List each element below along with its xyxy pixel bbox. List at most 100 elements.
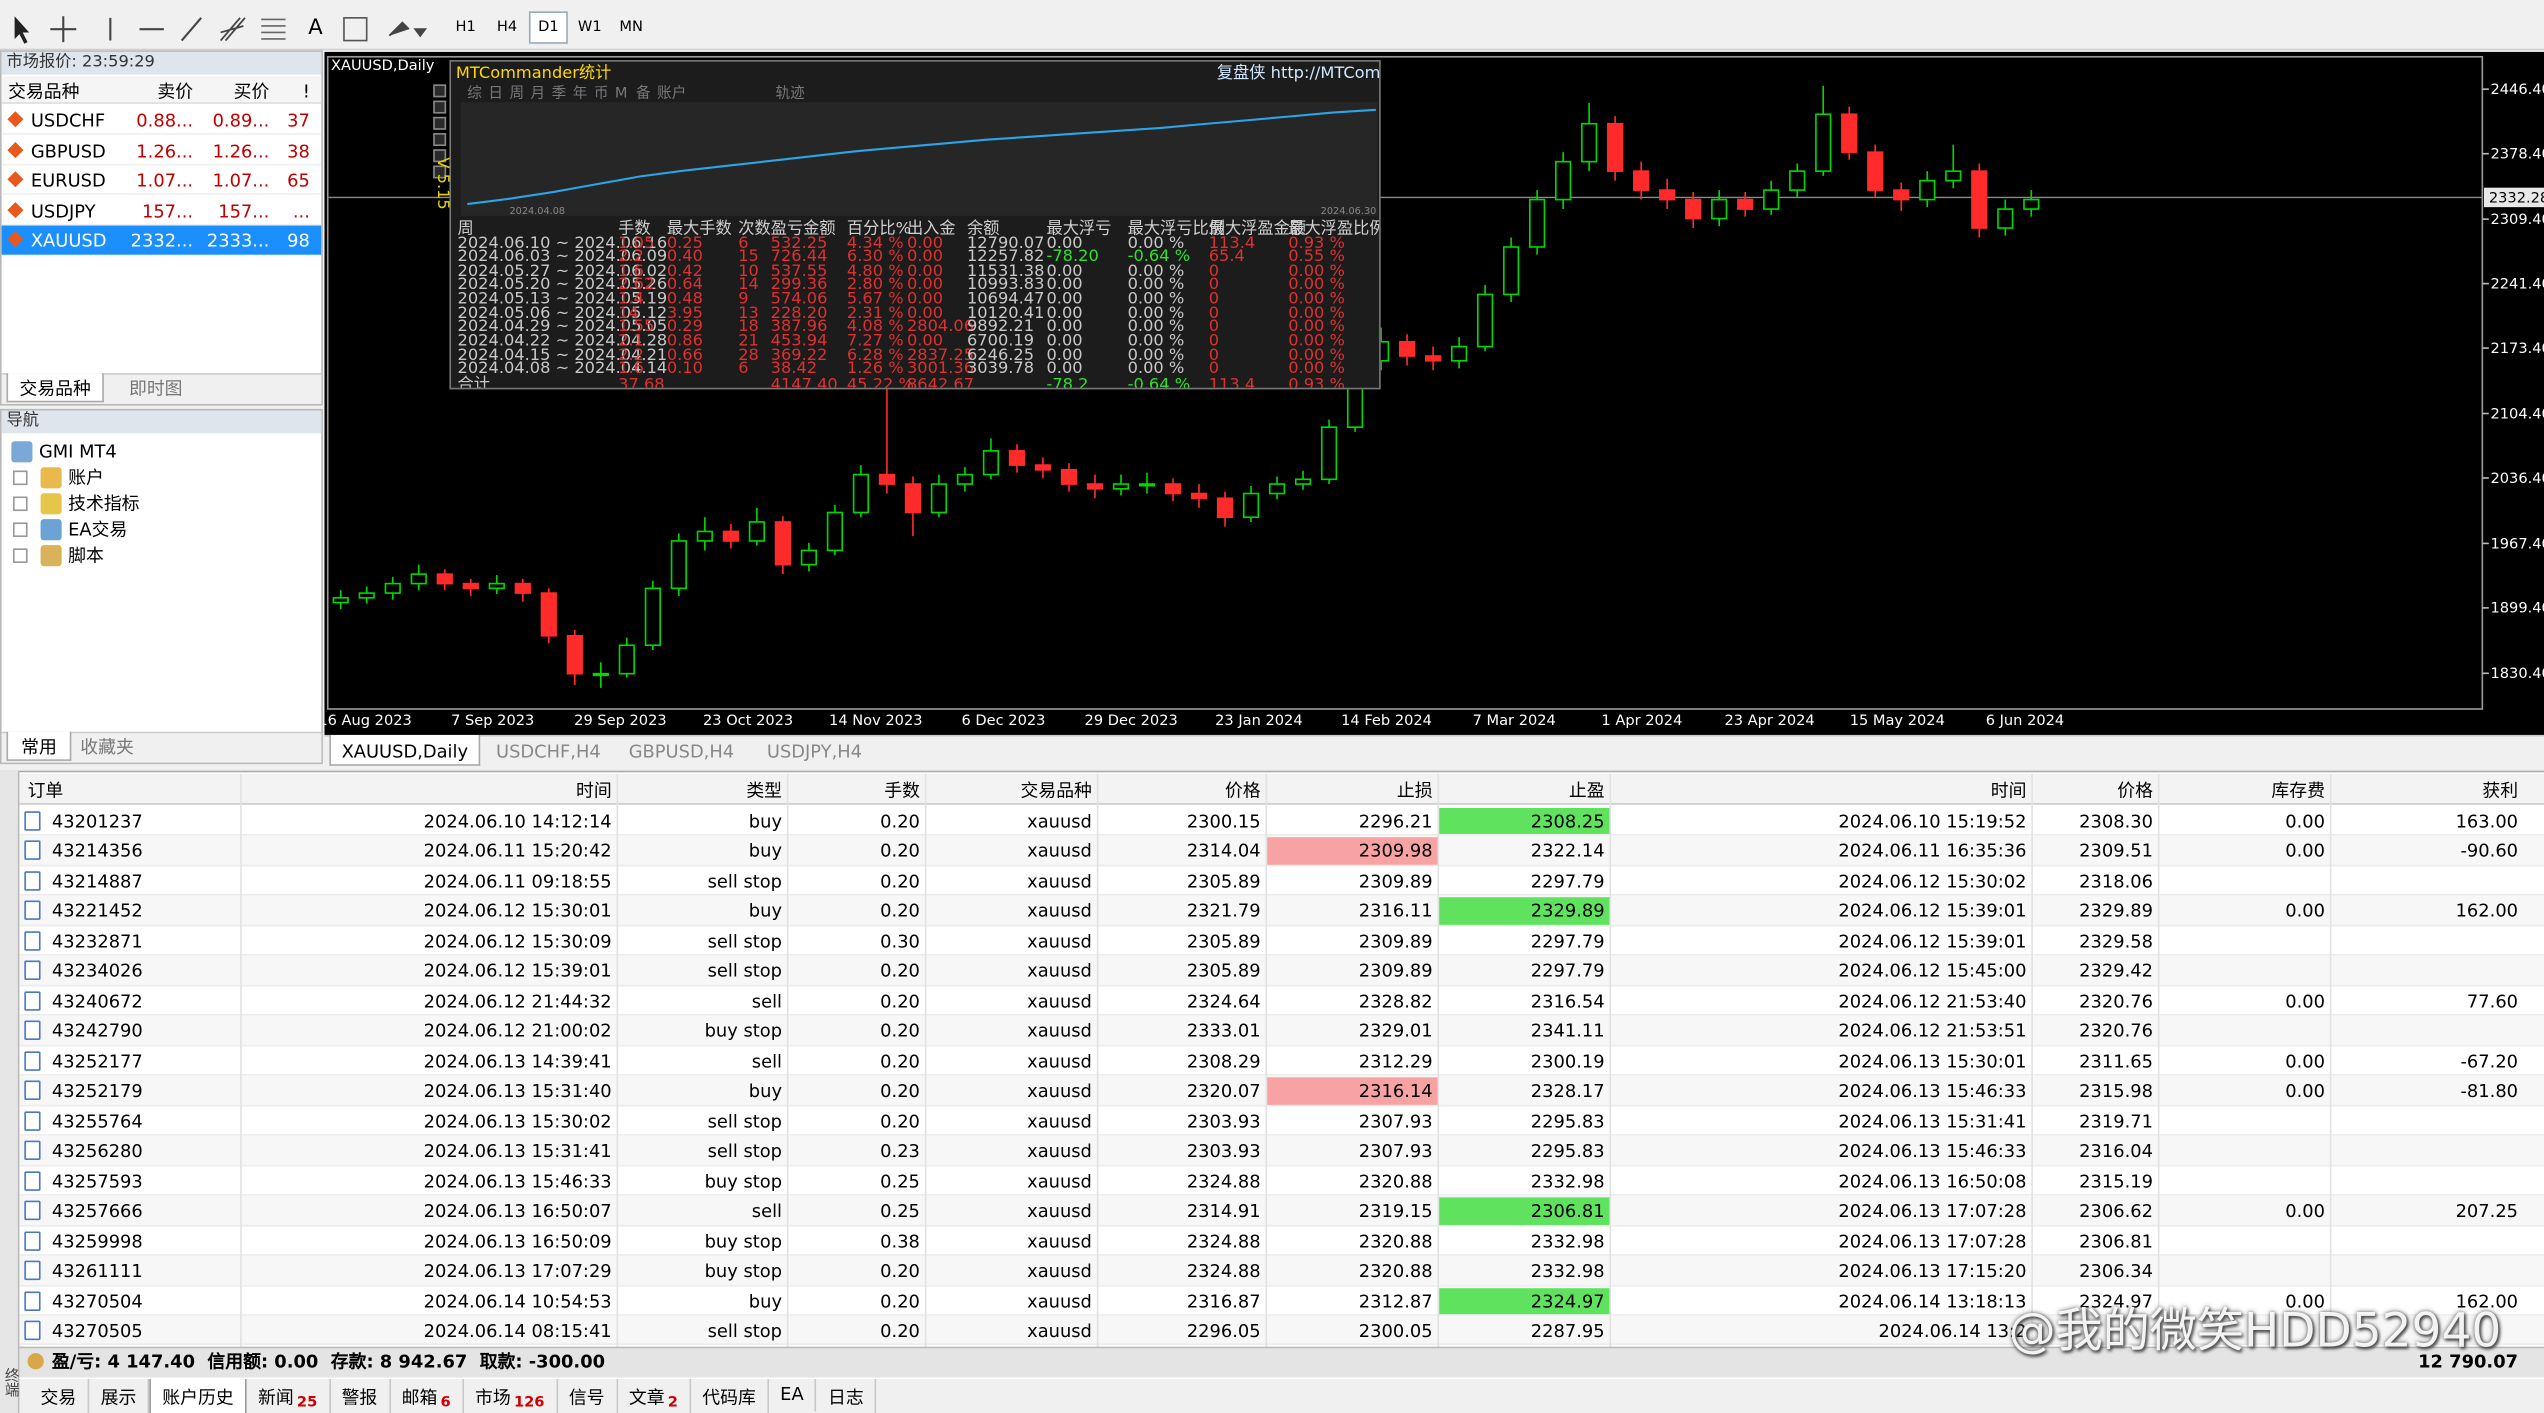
navigator-item[interactable]: 脚本 bbox=[68, 545, 104, 567]
terminal-tab[interactable]: 展示 bbox=[89, 1379, 150, 1413]
terminal-tab[interactable]: 交易 bbox=[29, 1379, 90, 1413]
terminal-tab[interactable]: 账户历史 bbox=[149, 1379, 247, 1413]
timeframe-label[interactable]: W1 bbox=[577, 19, 602, 36]
terminal-tab-label[interactable]: 信号 bbox=[568, 1387, 605, 1409]
terminal-tab[interactable]: 邮箱 6 bbox=[390, 1379, 464, 1413]
navigator-item[interactable]: EA交易 bbox=[68, 519, 128, 541]
orders-column[interactable]: 时间 bbox=[1990, 780, 2027, 802]
chart-tab[interactable] bbox=[329, 734, 481, 766]
close-icon[interactable] bbox=[299, 54, 315, 70]
terminal-tab-label[interactable]: 日志 bbox=[828, 1387, 864, 1409]
terminal-tab-label[interactable]: 新闻 bbox=[257, 1387, 294, 1409]
expand-box[interactable] bbox=[12, 470, 28, 486]
commander-checkbox[interactable] bbox=[433, 149, 447, 163]
terminal-tab-label[interactable]: 展示 bbox=[100, 1387, 137, 1409]
market-watch-tab[interactable] bbox=[6, 373, 104, 403]
timeframe-label[interactable]: D1 bbox=[538, 19, 559, 36]
market-row[interactable] bbox=[1, 196, 322, 225]
order-row[interactable] bbox=[19, 1135, 2544, 1166]
commander-tab[interactable]: M bbox=[614, 85, 628, 103]
commander-tab[interactable]: 周 bbox=[509, 85, 525, 103]
chart-tab-label[interactable]: USDCHF,H4 bbox=[496, 741, 601, 763]
navigator-item[interactable]: 账户 bbox=[68, 467, 104, 489]
order-row[interactable] bbox=[19, 1226, 2544, 1256]
navigator-item[interactable]: 技术指标 bbox=[68, 493, 140, 515]
channel-icon[interactable] bbox=[219, 17, 246, 42]
fibo-icon[interactable] bbox=[261, 18, 286, 40]
terminal-tab[interactable]: 新闻 25 bbox=[247, 1379, 331, 1413]
order-row[interactable] bbox=[19, 1315, 2544, 1346]
market-row[interactable] bbox=[1, 105, 322, 135]
terminal-tab-label[interactable]: 交易 bbox=[40, 1387, 77, 1409]
orders-column[interactable]: 时间 bbox=[575, 780, 612, 802]
terminal-tab-label[interactable]: 警报 bbox=[341, 1387, 378, 1409]
order-row[interactable] bbox=[19, 1016, 2544, 1047]
market-row[interactable] bbox=[1, 135, 322, 165]
orders-column[interactable]: 类型 bbox=[746, 780, 783, 802]
commander-tab[interactable]: 月 bbox=[530, 85, 546, 103]
arrows-icon[interactable] bbox=[388, 21, 428, 38]
commander-tab[interactable]: 备 bbox=[636, 85, 651, 103]
label-icon[interactable] bbox=[343, 17, 368, 42]
order-row[interactable] bbox=[19, 806, 2544, 837]
cursor-icon[interactable] bbox=[14, 16, 30, 44]
orders-column[interactable]: 止盈 bbox=[1568, 780, 1605, 802]
terminal-tab[interactable]: 文章 2 bbox=[617, 1379, 691, 1413]
commander-checkbox[interactable] bbox=[433, 133, 447, 147]
terminal-tab-label[interactable]: 账户历史 bbox=[162, 1387, 234, 1409]
market-watch-tab-label[interactable]: 即时图 bbox=[128, 378, 183, 400]
text-tool[interactable]: A bbox=[308, 16, 323, 41]
expand-box[interactable] bbox=[12, 548, 28, 563]
orders-column[interactable]: 止损 bbox=[1396, 780, 1433, 802]
terminal-tab[interactable]: 信号 bbox=[557, 1379, 618, 1413]
timeframe-label[interactable]: H4 bbox=[496, 19, 518, 36]
terminal-tab-label[interactable]: EA bbox=[780, 1383, 804, 1406]
terminal-tab-label[interactable]: 代码库 bbox=[702, 1387, 756, 1409]
order-row[interactable] bbox=[19, 1166, 2544, 1196]
order-row[interactable] bbox=[19, 1286, 2544, 1316]
orders-column[interactable]: 库存费 bbox=[2271, 780, 2325, 802]
chart-tab-label[interactable]: USDJPY,H4 bbox=[766, 741, 863, 763]
timeframe-button[interactable] bbox=[528, 11, 568, 44]
expand-box[interactable] bbox=[12, 496, 28, 512]
commander-tab[interactable]: 综 bbox=[467, 85, 482, 103]
chart-tab-label[interactable]: GBPUSD,H4 bbox=[628, 741, 735, 763]
navigator-item[interactable]: GMI MT4 bbox=[38, 441, 117, 463]
terminal-tab[interactable]: 代码库 bbox=[691, 1379, 769, 1413]
commander-tab[interactable]: 年 bbox=[572, 85, 588, 103]
commander-checkbox[interactable] bbox=[433, 84, 447, 98]
market-row[interactable] bbox=[1, 225, 322, 255]
terminal-tab-label[interactable]: 邮箱 bbox=[401, 1387, 438, 1409]
trendline-icon[interactable] bbox=[180, 17, 202, 42]
orders-column[interactable]: 手数 bbox=[884, 780, 920, 802]
order-row[interactable] bbox=[19, 866, 2544, 897]
order-row[interactable] bbox=[19, 986, 2544, 1017]
commander-checkbox[interactable] bbox=[433, 116, 447, 130]
order-row[interactable] bbox=[19, 896, 2544, 927]
crosshair-icon[interactable] bbox=[50, 16, 77, 43]
commander-tab[interactable]: 轨迹 bbox=[775, 85, 805, 103]
orders-column[interactable]: 价格 bbox=[2117, 780, 2153, 802]
order-row[interactable] bbox=[19, 1195, 2544, 1226]
market-watch-tab-label[interactable]: 交易品种 bbox=[19, 378, 91, 400]
terminal-tab[interactable]: EA bbox=[769, 1379, 817, 1412]
commander-tab[interactable]: 账户 bbox=[657, 85, 687, 103]
terminal-tab[interactable]: 日志 bbox=[817, 1379, 877, 1413]
timeframe-label[interactable]: H1 bbox=[455, 19, 476, 36]
market-row[interactable] bbox=[1, 165, 322, 195]
expand-box[interactable] bbox=[12, 522, 28, 538]
orders-column[interactable]: 价格 bbox=[1224, 780, 1261, 802]
orders-column[interactable]: 交易品种 bbox=[1020, 780, 1092, 802]
commander-tab[interactable]: 币 bbox=[593, 85, 609, 103]
order-row[interactable] bbox=[19, 1106, 2544, 1136]
commander-tab[interactable]: 日 bbox=[488, 85, 503, 103]
terminal-tab-label[interactable]: 文章 bbox=[628, 1387, 665, 1409]
orders-column[interactable]: 订单 bbox=[27, 780, 64, 802]
terminal-tab[interactable]: 市场 126 bbox=[464, 1379, 558, 1413]
order-row[interactable] bbox=[19, 956, 2544, 987]
navigator-tab[interactable] bbox=[6, 731, 72, 761]
order-row[interactable] bbox=[19, 1255, 2544, 1286]
commander-tab[interactable]: 季 bbox=[551, 85, 567, 103]
commander-checkbox[interactable] bbox=[433, 100, 447, 114]
chart-tab-label[interactable]: XAUUSD,Daily bbox=[341, 741, 469, 763]
